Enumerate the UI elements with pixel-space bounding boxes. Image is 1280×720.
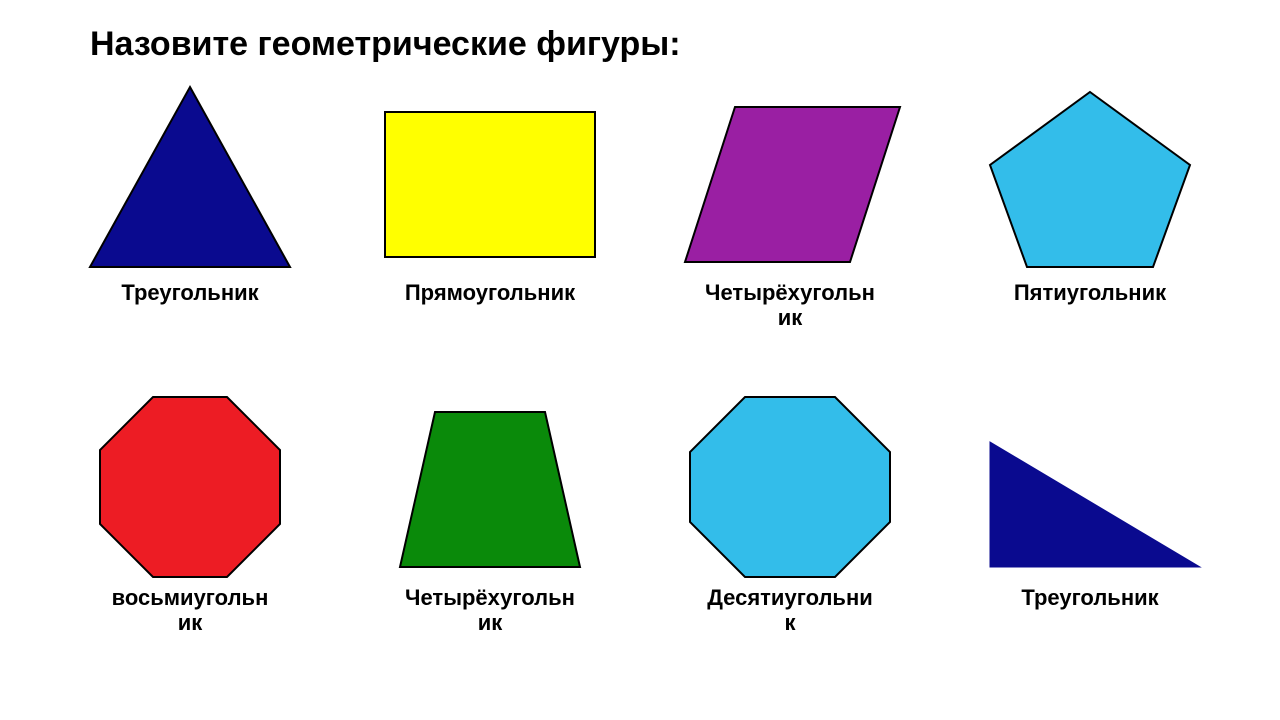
shape-cell-parallelogram: Четырёхугольн ик — [650, 82, 930, 377]
pentagon-shape — [975, 82, 1205, 272]
right-triangle-shape — [975, 387, 1205, 577]
trapezoid-shape — [375, 387, 605, 577]
shape-cell-pentagon: Пятиугольник — [950, 82, 1230, 377]
parallelogram-shape — [675, 82, 905, 272]
triangle-label: Треугольник — [121, 280, 258, 305]
decagon-label: Десятиугольни к — [707, 585, 873, 636]
shape-cell-triangle: Треугольник — [50, 82, 330, 377]
shape-cell-rectangle: Прямоугольник — [350, 82, 630, 377]
octagon-shape — [75, 387, 305, 577]
page-title: Назовите геометрические фигуры: — [90, 25, 1230, 64]
octagon-label: восьмиугольн ик — [112, 585, 269, 636]
shape-cell-right-triangle: Треугольник — [950, 387, 1230, 682]
rectangle-label: Прямоугольник — [405, 280, 575, 305]
shape-cell-decagon: Десятиугольни к — [650, 387, 930, 682]
pentagon-label: Пятиугольник — [1014, 280, 1166, 305]
rectangle-shape — [375, 82, 605, 272]
triangle-shape — [75, 82, 305, 272]
shape-cell-trapezoid: Четырёхугольн ик — [350, 387, 630, 682]
decagon-shape — [675, 387, 905, 577]
shapes-grid: Треугольник Прямоугольник Четырёхугольн … — [50, 82, 1230, 682]
right-triangle-label: Треугольник — [1021, 585, 1158, 610]
shape-cell-octagon: восьмиугольн ик — [50, 387, 330, 682]
parallelogram-label: Четырёхугольн ик — [705, 280, 875, 331]
trapezoid-label: Четырёхугольн ик — [405, 585, 575, 636]
